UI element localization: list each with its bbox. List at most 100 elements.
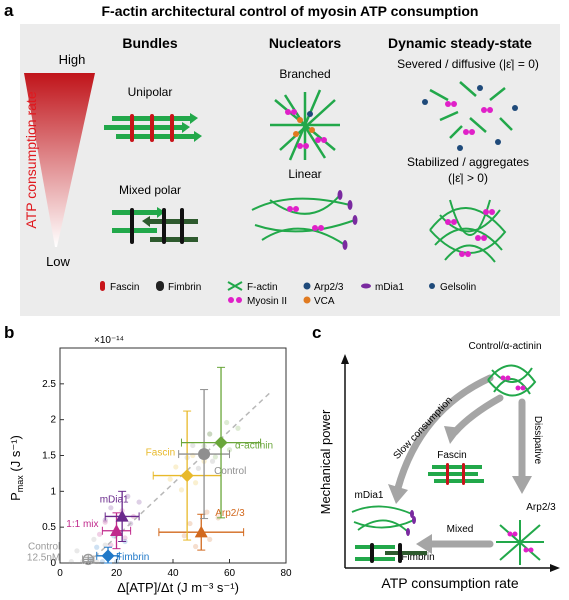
panel-c-axes [341, 354, 560, 572]
c-dissipative-label: Dissipative [532, 416, 543, 465]
c-fimbrin-bundle-icon [355, 543, 427, 563]
series-label: Arp2/3 [215, 508, 245, 519]
raw-point [226, 447, 233, 453]
raw-point [122, 535, 128, 541]
c-mdia-label: mDia1 [355, 490, 384, 501]
raw-data-points [68, 419, 241, 565]
panel-a-title: F-actin architectural control of myosin … [101, 3, 478, 19]
raw-point [94, 544, 100, 550]
series-fascin: Fascin [146, 410, 222, 541]
mixed-polar-label: Mixed polar [119, 183, 181, 197]
legend-myosin: Myosin II [247, 296, 287, 307]
series-label: mDia1 [100, 494, 129, 505]
severed-gelsolin-icons [422, 85, 518, 151]
series-fimbrin: Fimbrin [96, 546, 149, 564]
vca-legend-icon [303, 296, 311, 304]
raw-point [181, 533, 187, 539]
series-arp2-3: Arp2/3 [158, 508, 245, 551]
rate-axis-label: ATP consumption rate [23, 91, 39, 228]
y-axis-label-sub: max [15, 475, 25, 493]
c-y-axis-label: Mechanical power [318, 409, 333, 514]
c-arp-network-icon [496, 520, 544, 565]
series-1-1-mix: 1:1 mix [66, 512, 132, 550]
slow-consumption-arrow [394, 374, 494, 492]
series-control: Control [178, 389, 246, 520]
y-tick-label: 0.5 [42, 522, 56, 533]
marker [115, 509, 129, 522]
y-axis-label-unit: (J s⁻¹) [8, 435, 23, 475]
linear-label: Linear [288, 167, 321, 181]
raw-point [209, 458, 216, 464]
raw-point [74, 548, 80, 554]
unipolar-bundle-icon [104, 113, 202, 142]
panel-b-letter: b [4, 323, 14, 342]
y-tick-label: 2 [50, 415, 56, 426]
fimbrin-legend-icon [156, 281, 164, 291]
panel-a-letter: a [4, 1, 14, 20]
legend-vca: VCA [314, 296, 335, 307]
gelsolin-legend-icon [429, 283, 435, 289]
raw-point [99, 558, 105, 565]
c-control-network-icon [487, 364, 537, 397]
series-label: 1:1 mix [66, 519, 98, 530]
legend-gelsolin: Gelsolin [440, 282, 476, 293]
data-series: Control 12.5nM Fimbrin 1:1 mix mDia1 Arp2/3 Fa… [27, 366, 273, 566]
raw-point [212, 454, 218, 460]
severed-label: Severed / diffusive (|ε̇| = 0) [397, 57, 539, 71]
raw-point [167, 476, 173, 482]
myosin-legend-icon [228, 297, 242, 303]
branched-myosin-icons [285, 109, 327, 149]
raw-point [224, 419, 230, 426]
c-mdia-network-icon [351, 505, 415, 533]
linear-network-icon [251, 194, 356, 246]
unipolar-label: Unipolar [128, 85, 173, 99]
marker [110, 524, 123, 536]
x-tick-label: 20 [111, 568, 123, 579]
raw-point [113, 558, 120, 565]
raw-point [94, 558, 100, 565]
raw-point [207, 536, 213, 542]
raw-point [207, 431, 213, 437]
c-mdia-icons [406, 510, 416, 536]
low-label: Low [46, 254, 70, 269]
legend-factin: F-actin [247, 282, 278, 293]
y-tick-label: 1.5 [42, 451, 56, 462]
series-label: Fascin [146, 448, 175, 459]
raw-point [102, 542, 108, 548]
c-fascin-bundle-icon [428, 463, 484, 485]
marker [101, 549, 115, 563]
severed-myosin-icons [445, 101, 493, 135]
series--actinin: α-actinin [180, 366, 273, 519]
c-control-myosin-icons [500, 375, 526, 391]
c-fascin-label: Fascin [437, 450, 466, 461]
flow-arrowheads [388, 426, 532, 554]
high-label: High [59, 52, 86, 67]
x-tick-label: 80 [280, 568, 292, 579]
fascin-arrow [451, 394, 504, 436]
legend-fimbrin: Fimbrin [168, 282, 201, 293]
aggregate-myosin-icons [445, 209, 495, 257]
marker [194, 525, 208, 538]
raw-point [178, 487, 185, 493]
rate-gradient-triangle [24, 73, 95, 247]
x-axis-label: Δ[ATP]/Δt (J m⁻³ s⁻¹) [117, 580, 239, 595]
marker [198, 448, 211, 461]
col-nucleators: Nucleators [269, 35, 342, 51]
x-tick-label: 0 [57, 568, 63, 579]
y-tick-label: 2.5 [42, 379, 56, 390]
panel-a-background [20, 24, 560, 316]
raw-point [102, 519, 108, 525]
c-mixed-label: Mixed [447, 524, 474, 535]
col-dynamic: Dynamic steady-state [388, 35, 532, 51]
series-label: Fimbrin [116, 552, 149, 563]
flow-arrows [394, 374, 526, 548]
y-axis-label: Pmax (J s⁻¹) [8, 435, 25, 501]
linear-myosin-icons [287, 206, 324, 231]
raw-point [207, 431, 213, 437]
raw-point [108, 505, 114, 511]
branched-network-icon [270, 89, 340, 161]
raw-point [91, 536, 97, 542]
raw-point [173, 464, 179, 470]
